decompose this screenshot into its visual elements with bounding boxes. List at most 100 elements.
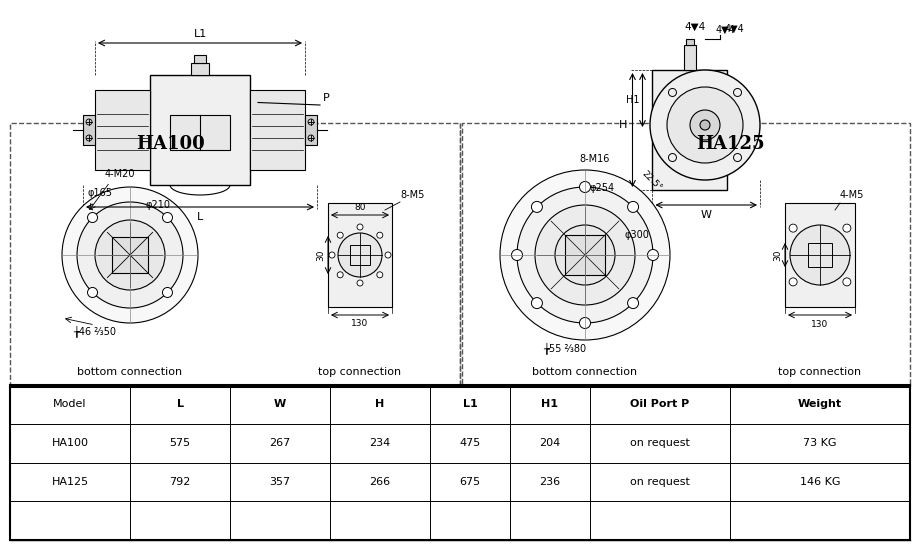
Circle shape <box>377 272 382 278</box>
Bar <box>807 243 831 267</box>
Circle shape <box>531 202 542 212</box>
Circle shape <box>579 318 590 329</box>
Circle shape <box>357 280 363 286</box>
Text: Oil Port P: Oil Port P <box>630 399 689 409</box>
Circle shape <box>842 278 850 286</box>
Circle shape <box>499 170 669 340</box>
Text: Weight: Weight <box>797 399 841 409</box>
Text: φ165: φ165 <box>87 188 112 198</box>
Bar <box>83 115 95 145</box>
Text: 8-M16: 8-M16 <box>579 154 609 164</box>
Circle shape <box>647 250 658 260</box>
Text: W: W <box>700 210 711 220</box>
Text: 80: 80 <box>354 203 366 212</box>
Circle shape <box>77 202 183 308</box>
Bar <box>328 203 391 307</box>
Text: HA125: HA125 <box>51 477 88 487</box>
Bar <box>652 70 727 190</box>
Circle shape <box>337 272 343 278</box>
Text: Model: Model <box>53 399 86 409</box>
Text: L1: L1 <box>462 399 477 409</box>
Bar <box>250 90 305 170</box>
Circle shape <box>357 224 363 230</box>
Text: top connection: top connection <box>777 367 860 377</box>
Bar <box>170 115 230 150</box>
Text: 475: 475 <box>459 438 480 448</box>
Circle shape <box>531 297 542 309</box>
Text: 4▼4: 4▼4 <box>714 25 734 35</box>
Text: 130: 130 <box>351 319 369 328</box>
Bar <box>349 245 369 265</box>
Text: 4▼4: 4▼4 <box>684 22 705 32</box>
Text: 357: 357 <box>269 477 290 487</box>
Text: bottom connection: bottom connection <box>532 367 637 377</box>
Text: 130: 130 <box>811 320 828 329</box>
Text: H1: H1 <box>541 399 558 409</box>
Text: L: L <box>176 399 183 409</box>
Circle shape <box>337 232 343 238</box>
Text: 73 KG: 73 KG <box>802 438 836 448</box>
Circle shape <box>699 120 709 130</box>
Bar <box>461 123 909 385</box>
Bar <box>10 123 459 385</box>
Text: 4-M5: 4-M5 <box>839 190 864 200</box>
Circle shape <box>842 224 850 232</box>
Text: 4-M20: 4-M20 <box>105 169 135 179</box>
Bar <box>150 75 250 185</box>
Text: φ254: φ254 <box>589 183 615 193</box>
Circle shape <box>163 213 172 222</box>
Circle shape <box>689 110 720 140</box>
Text: W: W <box>274 399 286 409</box>
Circle shape <box>789 225 849 285</box>
Text: top connection: top connection <box>318 367 401 377</box>
Bar <box>683 45 696 70</box>
Circle shape <box>377 232 382 238</box>
Circle shape <box>650 70 759 180</box>
Text: bottom connection: bottom connection <box>77 367 182 377</box>
Text: 236: 236 <box>539 477 560 487</box>
Text: 267: 267 <box>269 438 290 448</box>
Circle shape <box>789 224 796 232</box>
Text: ╆46 ⅔50: ╆46 ⅔50 <box>74 325 117 337</box>
Bar <box>564 235 605 275</box>
Text: HA100: HA100 <box>135 135 204 153</box>
Circle shape <box>627 202 638 212</box>
Text: 266: 266 <box>369 477 391 487</box>
Circle shape <box>511 250 522 260</box>
Circle shape <box>87 287 97 297</box>
Circle shape <box>627 297 638 309</box>
Text: on request: on request <box>630 438 689 448</box>
Text: 575: 575 <box>169 438 190 448</box>
Circle shape <box>337 233 381 277</box>
Bar <box>194 55 206 63</box>
Circle shape <box>789 278 796 286</box>
Text: H: H <box>618 120 627 130</box>
Circle shape <box>516 187 652 323</box>
Bar <box>686 39 693 45</box>
Circle shape <box>535 205 634 305</box>
Text: 792: 792 <box>169 477 190 487</box>
Circle shape <box>329 252 335 258</box>
Text: 146 KG: 146 KG <box>799 477 839 487</box>
Bar <box>10 385 909 540</box>
Text: HA125: HA125 <box>695 135 764 153</box>
Text: 4▼4: 4▼4 <box>724 24 744 34</box>
Circle shape <box>163 287 172 297</box>
Bar <box>112 237 148 273</box>
Text: 675: 675 <box>459 477 480 487</box>
Text: L: L <box>197 212 203 222</box>
Text: H: H <box>375 399 384 409</box>
Bar <box>191 63 209 75</box>
Bar <box>305 115 317 145</box>
Text: P: P <box>323 93 329 103</box>
Text: 234: 234 <box>369 438 391 448</box>
Circle shape <box>62 187 198 323</box>
Text: 30: 30 <box>772 249 781 261</box>
Text: φ300: φ300 <box>624 230 649 240</box>
Circle shape <box>87 213 97 222</box>
Bar <box>95 90 150 170</box>
Text: L1: L1 <box>193 29 207 39</box>
Bar <box>784 203 854 307</box>
Text: ╆55 ⅔80: ╆55 ⅔80 <box>543 342 586 354</box>
Circle shape <box>579 181 590 193</box>
